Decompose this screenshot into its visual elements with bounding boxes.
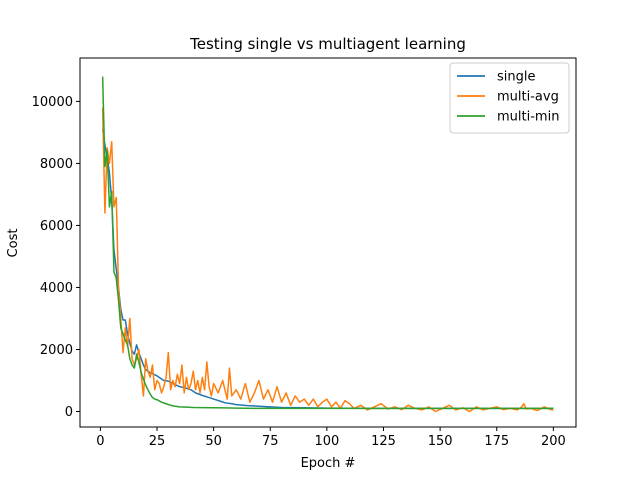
y-tick-label: 0: [65, 405, 73, 420]
x-axis-ticks: 0 25 50 75 100 125 150 175 200: [96, 427, 566, 449]
y-tick-label: 10000: [32, 95, 73, 110]
x-tick-label: 125: [371, 434, 396, 449]
x-tick-label: 200: [541, 434, 566, 449]
x-tick-label: 150: [428, 434, 453, 449]
legend: single multi-avg multi-min: [449, 62, 570, 134]
legend-label-single: single: [497, 70, 536, 85]
x-tick-label: 0: [96, 434, 104, 449]
y-tick-label: 8000: [40, 157, 73, 172]
chart-title: Testing single vs multiagent learning: [189, 35, 466, 53]
plot-frame: [79, 57, 577, 428]
series-layer: [101, 76, 554, 413]
y-tick-label: 2000: [40, 343, 73, 358]
legend-label-multi-min: multi-min: [497, 110, 559, 125]
x-tick-label: 175: [484, 434, 509, 449]
y-tick-label: 6000: [40, 219, 73, 234]
x-axis-label: Epoch #: [301, 456, 356, 471]
series-line-multi-min: [101, 76, 554, 410]
x-tick-label: 50: [205, 434, 222, 449]
y-tick-label: 4000: [40, 281, 73, 296]
x-tick-label: 25: [149, 434, 166, 449]
x-tick-label: 75: [262, 434, 279, 449]
x-tick-label: 100: [314, 434, 339, 449]
legend-label-multi-avg: multi-avg: [497, 90, 559, 105]
y-axis-label: Cost: [6, 229, 21, 258]
y-axis-ticks: 0 2000 4000 6000 8000 10000: [32, 95, 80, 420]
